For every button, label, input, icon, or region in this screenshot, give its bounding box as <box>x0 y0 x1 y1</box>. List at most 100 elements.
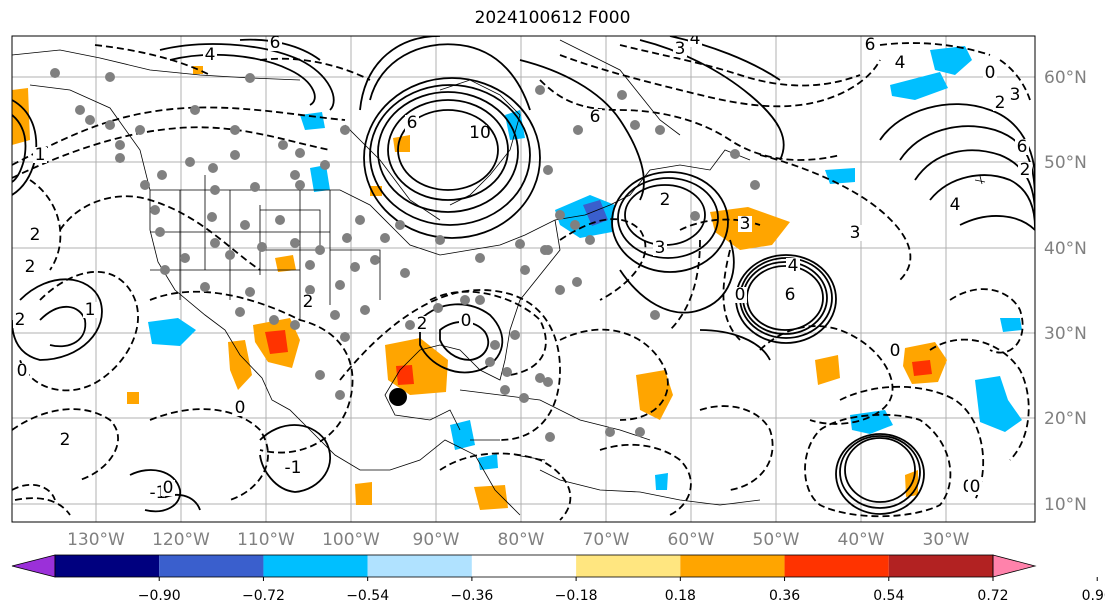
contour-label: 2 <box>303 292 314 312</box>
contour-label-bg <box>161 480 175 496</box>
station-dot <box>340 332 350 342</box>
shade-positive-strong <box>912 360 932 376</box>
station-dot <box>519 393 529 403</box>
contour-label-bg <box>1018 162 1032 178</box>
station-dot <box>330 310 340 320</box>
station-dot <box>190 105 200 115</box>
colorbar-swatch <box>680 555 785 577</box>
station-dot <box>573 125 583 135</box>
station-dot <box>157 170 167 180</box>
station-dot <box>650 310 660 320</box>
contour-label-bg <box>405 115 419 131</box>
station-dot <box>380 233 390 243</box>
contour-label-bg <box>786 258 800 274</box>
colorbar-tick-label: −0.54 <box>346 588 389 604</box>
contour-label: 4 <box>950 195 961 215</box>
station-dot <box>335 390 345 400</box>
station-dot <box>570 220 580 230</box>
station-dot <box>240 220 250 230</box>
station-dot <box>50 68 60 78</box>
contour-label-bg <box>459 313 473 329</box>
station-dot <box>269 315 279 325</box>
colorbar-tick-label: 0.36 <box>769 588 800 604</box>
longitude-label: 30°W <box>923 530 970 550</box>
longitude-label: 40°W <box>838 530 885 550</box>
contour-label-bg <box>783 287 797 303</box>
contour-label: 4 <box>690 29 701 49</box>
colorbar-tick-label: 0.72 <box>977 588 1008 604</box>
station-dot <box>485 357 495 367</box>
contour-label-bg <box>33 147 47 163</box>
contour-label: 0 <box>985 63 996 83</box>
station-dot <box>290 170 300 180</box>
station-dot <box>502 367 512 377</box>
station-dot <box>275 215 285 225</box>
colorbar-frame <box>54 554 994 578</box>
contour-label: 6 <box>407 113 418 133</box>
station-dot <box>155 227 165 237</box>
station-dot <box>295 148 305 158</box>
station-dot <box>555 210 565 220</box>
contour-label: 0 <box>890 341 901 361</box>
longitude-label: 130°W <box>67 530 125 550</box>
station-dot <box>207 212 217 222</box>
station-dot <box>115 140 125 150</box>
station-dot <box>295 180 305 190</box>
contour-label: 4 <box>895 53 906 73</box>
station-dot <box>235 307 245 317</box>
contour-label: 4 <box>205 45 216 65</box>
shade-negative <box>930 46 972 75</box>
contour-label: 3 <box>655 238 666 258</box>
shade-negative <box>450 420 475 450</box>
contour-label-bg <box>233 400 247 416</box>
station-dot <box>210 185 220 195</box>
station-dot <box>208 163 218 173</box>
contour-label-bg <box>473 125 487 141</box>
station-dot <box>315 370 325 380</box>
station-dot <box>490 340 500 350</box>
station-dot <box>105 72 115 82</box>
shade-positive <box>275 255 296 272</box>
map-frame <box>11 35 1036 523</box>
station-dot <box>460 295 470 305</box>
contour-label-bg <box>738 216 752 232</box>
contour-label-bg <box>888 343 902 359</box>
colorbar-swatch <box>159 555 264 577</box>
station-dot <box>433 303 443 313</box>
station-dot <box>115 153 125 163</box>
station-dot <box>245 287 255 297</box>
contour-label-bg <box>983 65 997 81</box>
station-dot <box>370 255 380 265</box>
station-dot <box>342 233 352 243</box>
contour-label: 0 <box>735 285 746 305</box>
contour-label: 2 <box>60 430 71 450</box>
contour-label-bg <box>23 259 37 275</box>
shade-negative <box>1000 318 1022 332</box>
station-dot <box>305 260 315 270</box>
colorbar-extend-low <box>11 554 56 578</box>
station-dot <box>535 85 545 95</box>
station-dot <box>140 180 150 190</box>
shade-positive-strong <box>396 365 414 385</box>
colorbar-swatch <box>55 555 160 577</box>
station-dot <box>225 250 235 260</box>
station-dot <box>75 105 85 115</box>
station-dot <box>655 125 665 135</box>
station-dot <box>520 265 530 275</box>
station-dot <box>585 235 595 245</box>
colorbar-ticks: −0.90 −0.72 −0.54 −0.36 −0.18 0.18 0.36 0.54 0.7… <box>138 577 1105 604</box>
colorbar-swatch <box>576 555 681 577</box>
contour-label-bg <box>28 227 42 243</box>
shade-positive-strong <box>265 330 288 354</box>
negative-contours <box>12 42 1031 521</box>
colorbar-swatch <box>888 555 993 577</box>
longitude-label: 110°W <box>237 530 295 550</box>
station-dot <box>160 265 170 275</box>
colorbar-swatch <box>263 555 368 577</box>
contour-label: 1 <box>85 300 96 320</box>
contour-label: -1 <box>285 458 302 478</box>
shade-negative <box>505 110 525 140</box>
colorbar-extend-high <box>992 554 1037 578</box>
contour-label-bg <box>301 294 315 310</box>
contour-label: 2 <box>660 190 671 210</box>
